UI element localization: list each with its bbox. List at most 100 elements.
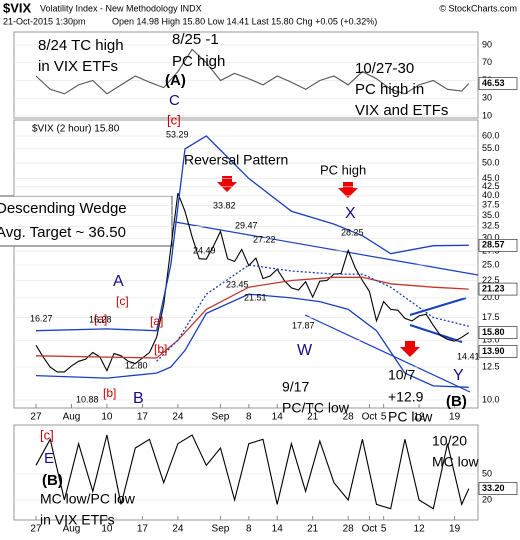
annotation: 16.27 (30, 313, 53, 323)
wedge-line (304, 314, 471, 393)
x-tick-label: 10 (101, 524, 113, 535)
price-tag-label: 46.53 (482, 78, 505, 88)
price-tag-label: 13.90 (482, 346, 505, 356)
y-tick-label: 37.5 (482, 200, 500, 210)
x-tick-label: 8 (246, 412, 252, 423)
copyright: © StockCharts.com (439, 3, 517, 13)
annotation: in VIX ETFs (38, 58, 118, 75)
arrow (400, 341, 420, 357)
arrow (217, 176, 237, 192)
x-tick-label: Aug (63, 524, 81, 535)
y-tick-label: 20 (482, 494, 492, 504)
price-tag (478, 345, 518, 358)
annotation: MC low/PC low (40, 491, 136, 507)
series-line (35, 276, 469, 359)
series-line (35, 293, 469, 388)
series-line (35, 135, 469, 332)
y-tick-label: 40.0 (482, 190, 500, 200)
annotation: PC low (388, 409, 433, 425)
annotation: 28.25 (341, 227, 364, 237)
panel-frame (13, 119, 479, 409)
annotation: PC high in (355, 81, 424, 98)
arrow (338, 182, 358, 198)
series-line (35, 192, 470, 373)
x-tick-label: Oct (362, 524, 378, 535)
symbol: $VIX (3, 0, 32, 15)
wedge-line (174, 221, 479, 276)
y-tick-label: 35.0 (482, 210, 500, 220)
y-tick-label: 10.0 (482, 394, 500, 404)
annotation: VIX and ETFs (355, 102, 448, 119)
annotation: (A) (165, 72, 186, 89)
annotation: [c] (40, 427, 54, 442)
annotation: [c] (167, 112, 181, 127)
series-line (156, 264, 469, 362)
annotation: 23.45 (226, 279, 249, 289)
annotation: [b] (103, 386, 116, 400)
annotation: X (345, 205, 356, 222)
annotation: +12.9 (388, 389, 424, 405)
wedge-line (409, 324, 463, 343)
x-tick-label: 27 (30, 524, 42, 535)
y-tick-label: 17.5 (482, 312, 500, 322)
x-tick-label: 27 (30, 412, 42, 423)
y-tick-label: 60.0 (482, 130, 500, 140)
annotation: in VIX ETFs (40, 512, 115, 528)
y-tick-label: 30.0 (482, 233, 500, 243)
price-tag (478, 282, 518, 296)
x-tick-label: Sep (212, 524, 230, 535)
annotation: 14.41 (457, 351, 480, 361)
panel-frame (13, 424, 479, 521)
x-tick-label: 5 (381, 524, 387, 535)
annotation: 8/24 TC high (38, 37, 124, 54)
legend: $VIX (2 hour) 15.80 (32, 124, 120, 135)
y-tick-label: 70 (482, 57, 492, 67)
annotation: 17.87 (292, 320, 315, 330)
x-tick-label: Sep (212, 412, 230, 423)
annotation: [a] (94, 312, 107, 326)
annotation: C (169, 92, 180, 109)
x-tick-label: 8 (246, 524, 252, 535)
annotation: B (133, 390, 144, 407)
x-tick-label: 17 (137, 524, 149, 535)
x-tick-label: 14 (272, 524, 284, 535)
annotation-box (0, 195, 173, 247)
y-tick-label: 45.0 (482, 173, 500, 183)
date: 21-Oct-2015 1:30pm (3, 16, 86, 26)
annotation: Avg. Target ~ 36.50 (0, 224, 126, 241)
quote: Open 14.98 High 15.80 Low 14.41 Last 15.… (112, 16, 377, 26)
x-tick-label: Aug (63, 412, 81, 423)
x-tick-label: 28 (343, 524, 355, 535)
x-tick-label: 24 (172, 412, 184, 423)
annotation: (B) (42, 472, 63, 489)
annotation: W (297, 342, 313, 359)
x-tick-label: 14 (272, 412, 284, 423)
series-line (35, 434, 470, 510)
y-tick-label: 32.5 (482, 221, 500, 231)
annotation: PC high (320, 162, 366, 177)
price-tag (478, 238, 518, 252)
x-tick-label: 5 (381, 412, 387, 423)
annotation: PC/TC low (282, 400, 350, 416)
price-tag-label: 15.80 (482, 327, 505, 337)
x-tick-label: 28 (343, 412, 355, 423)
annotation: 24.49 (193, 245, 216, 255)
annotation: 10/20 (432, 433, 467, 449)
x-tick-label: 12 (414, 524, 426, 535)
x-tick-label: Oct (362, 412, 378, 423)
y-tick-label: 20.0 (482, 292, 500, 302)
annotation: 8/25 -1 (172, 31, 219, 48)
annotation: Reversal Pattern (184, 152, 288, 168)
annotation: Y (453, 367, 464, 384)
y-tick-label: 12.5 (482, 361, 500, 371)
annotation: (B) (446, 393, 467, 410)
x-tick-label: 24 (172, 524, 184, 535)
y-tick-label: 42.5 (482, 181, 500, 191)
x-tick-label: 21 (307, 524, 319, 535)
y-tick-label: 50 (482, 468, 492, 478)
x-tick-label: 17 (137, 412, 149, 423)
y-tick-label: 90 (482, 39, 492, 49)
x-tick-label: 19 (449, 412, 461, 423)
x-tick-label: 12 (414, 412, 426, 423)
